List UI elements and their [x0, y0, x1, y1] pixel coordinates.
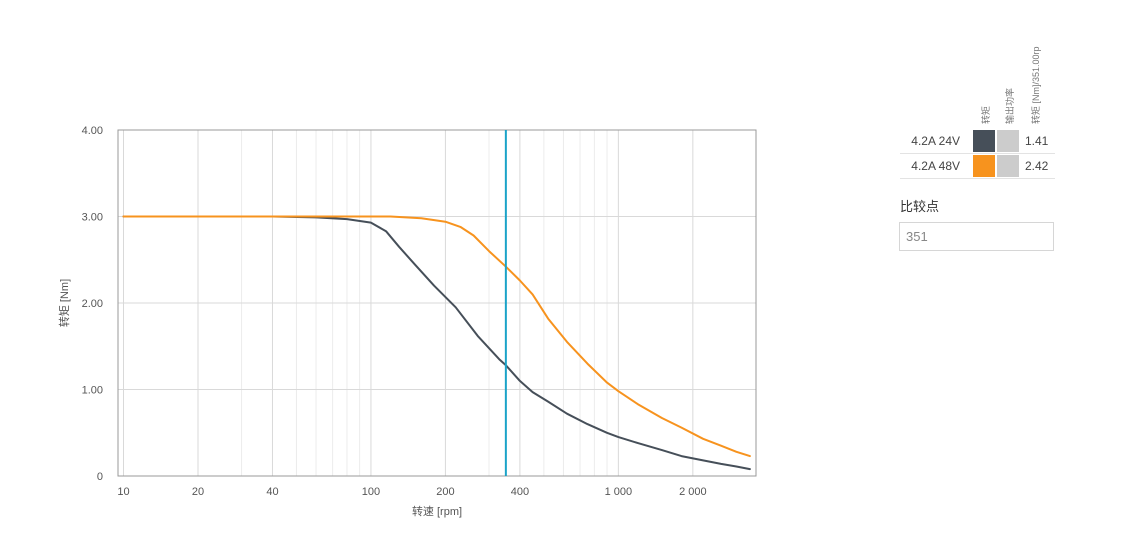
series-line [122, 215, 751, 471]
x-tick-label: 400 [511, 486, 529, 498]
legend-header-output-power: 输出功率 [1005, 87, 1015, 124]
x-tick-label: 20 [192, 486, 204, 498]
legend-header-torque-at-point: 转矩 [Nm]/351.00rp [1031, 46, 1041, 124]
legend-header-torque: 转矩 [981, 105, 991, 124]
x-tick-label: 100 [362, 486, 380, 498]
series-color-swatch[interactable] [973, 130, 995, 152]
tick-labels: 10 20 40 100 200 400 1 000 2 000 0 1.00 2.00 3.00 4.… [82, 125, 707, 498]
legend-row-48v[interactable]: 4.2A 48V 2.42 [900, 154, 1055, 179]
x-tick-label: 40 [266, 486, 278, 498]
y-tick-label: 0 [97, 471, 103, 483]
y-tick-label: 3.00 [82, 212, 103, 224]
legend-row-value: 2.42 [1025, 159, 1049, 173]
series-line [122, 215, 751, 458]
y-tick-label: 4.00 [82, 125, 103, 137]
series-color-swatch[interactable] [973, 155, 995, 177]
y-tick-label: 1.00 [82, 385, 103, 397]
y-tick-label: 2.00 [82, 298, 103, 310]
legend-row-24v[interactable]: 4.2A 24V 1.41 [900, 129, 1055, 154]
y-axis-title: 转矩 [Nm] [57, 279, 71, 327]
compare-point-title: 比较点 [900, 199, 940, 214]
x-tick-label: 200 [436, 486, 454, 498]
legend-row-label: 4.2A 24V [911, 134, 960, 148]
legend-row-value: 1.41 [1025, 134, 1049, 148]
power-swatch[interactable] [997, 130, 1019, 152]
grid-lines [118, 129, 756, 477]
x-axis-title: 转速 [rpm] [412, 504, 462, 518]
x-tick-label: 10 [117, 486, 129, 498]
x-tick-label: 2 000 [679, 486, 707, 498]
legend-row-label: 4.2A 48V [911, 159, 960, 173]
compare-point-input[interactable] [899, 222, 1054, 251]
x-tick-label: 1 000 [605, 486, 633, 498]
plot-frame [117, 129, 757, 477]
series-lines [122, 215, 751, 471]
power-swatch[interactable] [997, 155, 1019, 177]
